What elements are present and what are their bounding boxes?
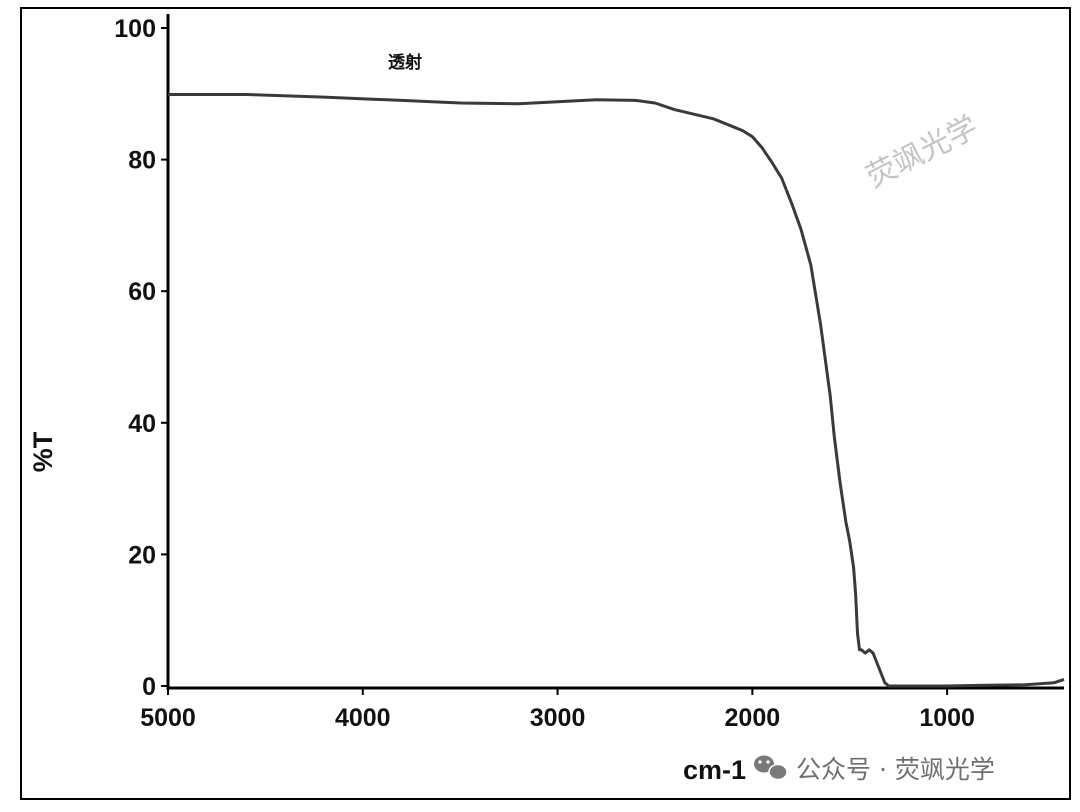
y-tick-label: 80 — [128, 147, 156, 175]
y-tick-label: 60 — [128, 278, 156, 306]
x-tick-label: 2000 — [725, 704, 781, 732]
y-tick-label: 100 — [114, 15, 156, 43]
y-tick-label: 20 — [128, 541, 156, 569]
x-tick-label: 5000 — [140, 704, 196, 732]
y-tick-label: 40 — [128, 410, 156, 438]
figure-border — [20, 7, 1071, 800]
watermark-footer: 公众号 · 荧飒光学 — [796, 755, 995, 784]
y-tick-label: 0 — [142, 673, 156, 701]
y-axis-ticks: 0 20 40 60 80 100 — [114, 15, 168, 701]
x-tick-label: 4000 — [335, 704, 391, 732]
x-tick-label: 3000 — [530, 704, 586, 732]
x-axis-ticks: 5000 4000 3000 2000 1000 — [140, 688, 975, 732]
y-axis-title: %T — [28, 431, 58, 472]
wechat-icon — [754, 755, 788, 781]
x-tick-label: 1000 — [919, 704, 975, 732]
x-axis-title: cm-1 — [683, 755, 746, 785]
transmittance-curve — [168, 93, 1065, 688]
series-annotation: 透射 — [388, 52, 422, 73]
